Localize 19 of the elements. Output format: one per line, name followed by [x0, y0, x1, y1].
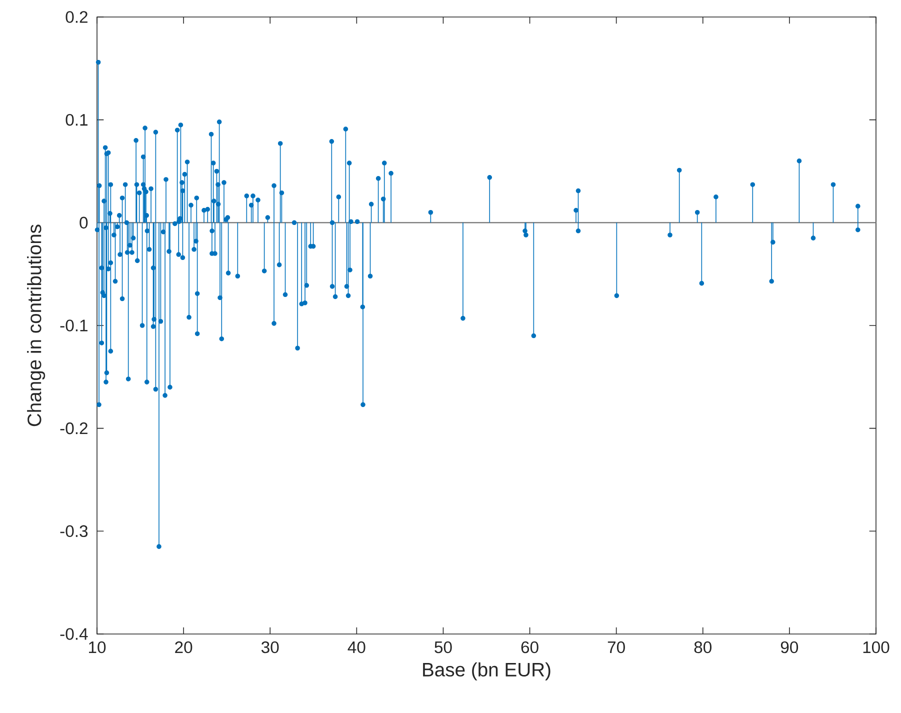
- x-tick-label: 10: [89, 641, 106, 654]
- y-tick-label: -0.4: [60, 628, 88, 640]
- y-tick-label: -0.3: [60, 525, 88, 538]
- y-tick-label: 0: [80, 216, 88, 229]
- y-tick-label: -0.1: [60, 320, 88, 332]
- y-axis-title: Change in contributions: [27, 224, 46, 426]
- x-tick-label: 20: [175, 641, 192, 654]
- x-tick-label: 60: [521, 641, 538, 654]
- x-tick-label: 80: [694, 641, 712, 654]
- x-tick-label: 70: [608, 641, 625, 654]
- x-tick-label: 30: [261, 641, 279, 654]
- x-tick-label: 40: [348, 641, 366, 654]
- x-tick-label: 50: [434, 641, 452, 654]
- x-tick-label: 100: [863, 641, 890, 654]
- x-tick-label: 90: [780, 641, 798, 654]
- y-tick-label: 0.2: [66, 11, 88, 23]
- y-tick-label: 0.1: [66, 114, 88, 126]
- y-tick-label: -0.2: [60, 422, 88, 434]
- x-axis-title: Base (bn EUR): [423, 662, 550, 680]
